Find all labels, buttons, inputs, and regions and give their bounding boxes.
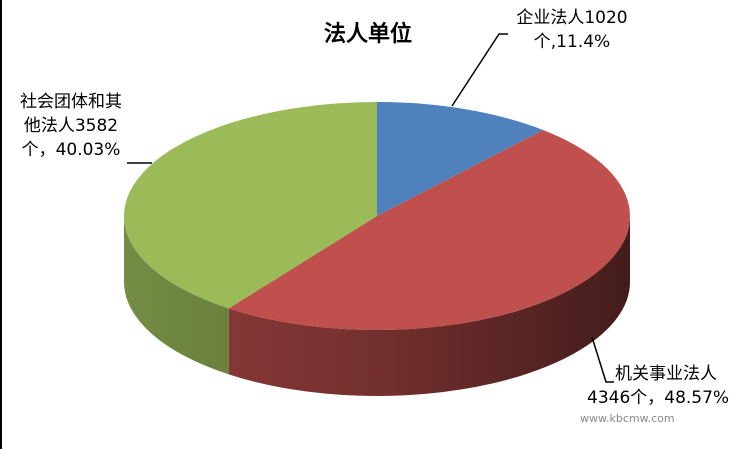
label-line: 机关事业法人 xyxy=(615,364,717,384)
label-line: 社会团体和其 xyxy=(20,92,122,112)
pie-slice-0 xyxy=(377,102,544,216)
label-social: 社会团体和其 他法人3582 个，40.03% xyxy=(6,90,136,162)
label-line: 个,11.4% xyxy=(533,32,611,52)
label-line: 个，40.03% xyxy=(21,140,121,160)
pie-side-1 xyxy=(228,216,630,396)
label-line: 4346个，48.57% xyxy=(587,388,730,408)
leader-line-0 xyxy=(451,33,508,107)
pie-slice-1 xyxy=(228,130,631,331)
label-line: 他法人3582 xyxy=(23,116,119,136)
watermark: www.kbcmw.com xyxy=(580,412,675,425)
pie-slice-2 xyxy=(123,102,378,309)
label-enterprise: 企业法人1020 个,11.4% xyxy=(507,6,637,54)
pie-side-2 xyxy=(124,216,229,375)
chart-title: 法人单位 xyxy=(324,21,413,47)
leader-line-1 xyxy=(591,336,614,383)
label-line: 企业法人1020 xyxy=(516,8,628,28)
label-government: 机关事业法人 4346个，48.57% xyxy=(587,362,747,410)
